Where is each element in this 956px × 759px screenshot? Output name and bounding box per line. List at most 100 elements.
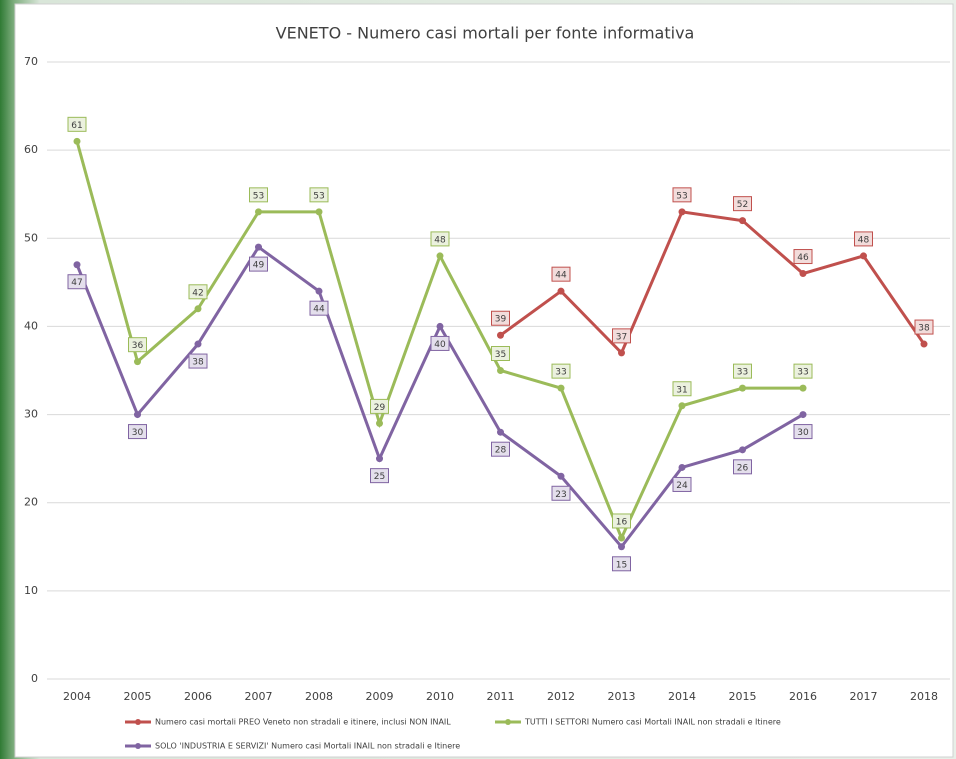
data-label: 30: [132, 428, 144, 438]
point: [557, 472, 565, 480]
point: [799, 270, 807, 278]
x-tick-label: 2007: [245, 690, 273, 703]
data-label: 36: [132, 341, 144, 351]
data-label-box: [309, 187, 329, 203]
data-label-box: [672, 381, 692, 397]
x-tick-label: 2009: [366, 690, 394, 703]
x-tick-label: 2012: [547, 690, 575, 703]
data-label-box: [370, 398, 389, 414]
data-label-box: [491, 346, 510, 361]
data-label-box: [672, 187, 692, 203]
data-label-box: [309, 300, 329, 316]
x-tick-label: 2011: [487, 690, 515, 703]
point: [376, 419, 383, 427]
data-label-box: [188, 353, 208, 369]
point: [678, 208, 686, 216]
data-label-box: [430, 335, 450, 351]
data-label: 53: [253, 191, 264, 201]
point: [739, 217, 746, 225]
point: [194, 340, 202, 348]
data-label: 38: [918, 324, 930, 334]
data-label-box: [67, 116, 87, 132]
x-tick-label: 2015: [729, 690, 757, 703]
legend-label: SOLO 'INDUSTRIA E SERVIZI' Numero casi M…: [155, 742, 460, 751]
data-label: 38: [192, 358, 204, 368]
data-label: 25: [374, 472, 385, 482]
point: [255, 243, 262, 251]
data-label: 16: [616, 517, 628, 527]
data-label-box: [733, 363, 752, 379]
data-label-box: [854, 231, 873, 247]
data-label: 53: [313, 191, 324, 201]
data-label-box: [733, 196, 752, 212]
y-tick-label: 10: [24, 584, 38, 597]
data-label-box: [672, 476, 692, 492]
data-label: 44: [555, 271, 567, 281]
point: [376, 455, 383, 463]
point: [194, 305, 202, 313]
data-label-box: [733, 459, 752, 475]
data-label: 53: [676, 191, 687, 201]
data-label: 42: [192, 288, 203, 298]
data-label: 49: [253, 261, 265, 271]
point: [436, 252, 444, 260]
point: [497, 331, 504, 339]
data-label-box: [612, 328, 631, 344]
data-label: 24: [676, 481, 688, 491]
data-label: 48: [858, 235, 870, 245]
x-tick-label: 2014: [668, 690, 696, 703]
point: [73, 261, 81, 269]
data-label: 28: [495, 446, 507, 456]
x-tick-label: 2005: [124, 690, 152, 703]
y-tick-label: 70: [24, 55, 38, 68]
legend-marker: [505, 719, 511, 725]
data-label-box: [128, 337, 147, 353]
point: [557, 287, 565, 295]
data-label: 37: [616, 332, 627, 342]
series-line: [499, 210, 926, 356]
data-label-box: [551, 363, 571, 379]
legend-marker: [135, 743, 141, 749]
data-label-box: [793, 249, 813, 265]
y-tick-label: 20: [24, 496, 38, 509]
legend-label: Numero casi mortali PREO Veneto non stra…: [155, 718, 451, 727]
data-label-box: [793, 363, 813, 379]
data-label-box: [551, 266, 571, 282]
data-label-box: [612, 513, 631, 529]
data-label: 33: [797, 368, 808, 378]
point: [134, 358, 141, 366]
y-tick-label: 50: [24, 231, 38, 244]
data-label-box: [430, 231, 450, 247]
y-tick-label: 60: [24, 143, 38, 156]
data-label: 46: [797, 253, 809, 263]
data-label: 39: [495, 315, 507, 325]
data-label: 33: [555, 368, 566, 378]
point: [678, 463, 686, 471]
point: [739, 384, 746, 392]
data-label-box: [491, 441, 510, 457]
x-tick-label: 2010: [426, 690, 454, 703]
data-label-box: [491, 310, 510, 326]
point: [315, 208, 323, 216]
y-tick-label: 0: [31, 672, 38, 685]
y-tick-label: 30: [24, 408, 38, 421]
x-tick-label: 2008: [305, 690, 333, 703]
point: [739, 446, 746, 454]
chart-title: VENETO - Numero casi mortali per fonte i…: [276, 24, 695, 43]
data-label: 30: [797, 428, 809, 438]
legend-marker: [135, 719, 141, 725]
data-label-box: [793, 424, 813, 440]
data-label-box: [67, 274, 87, 290]
data-label: 47: [71, 278, 82, 288]
chart-area: [14, 3, 954, 758]
point: [134, 411, 141, 419]
x-tick-label: 2016: [789, 690, 817, 703]
point: [73, 137, 81, 145]
data-label: 61: [71, 121, 82, 131]
data-label-box: [914, 319, 934, 335]
point: [799, 411, 807, 419]
data-label: 15: [616, 560, 627, 570]
y-tick-label: 40: [24, 319, 38, 332]
